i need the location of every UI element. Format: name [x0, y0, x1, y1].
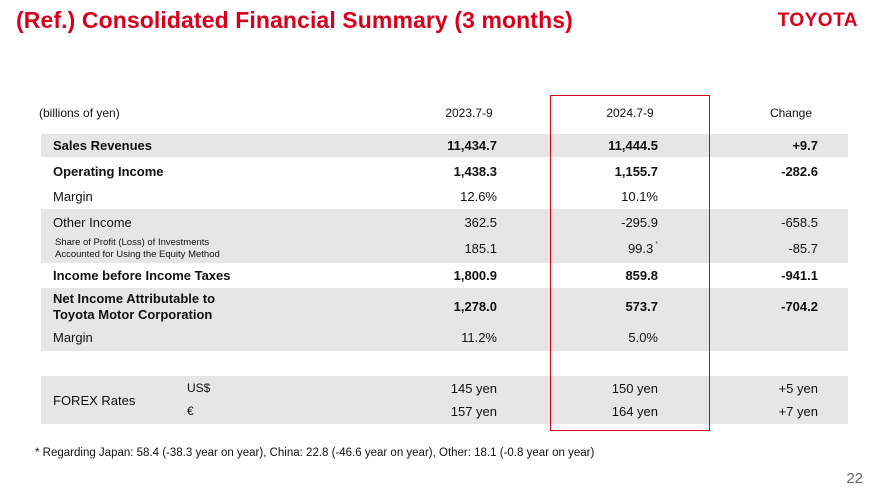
- value-prev: 11,434.7: [447, 138, 497, 153]
- table-row: Margin 12.6% 10.1%: [41, 183, 848, 208]
- unit-label: (billions of yen): [39, 106, 120, 120]
- forex-block: FOREX Rates US$ 145 yen 150 yen +5 yen €…: [41, 376, 848, 424]
- value-curr: 99.3: [627, 241, 654, 256]
- value-change: -941.1: [781, 268, 818, 283]
- footnote-marker: *: [655, 241, 658, 248]
- currency-usd: US$: [187, 381, 211, 395]
- value-curr: 150 yen: [611, 381, 658, 396]
- table-row: Margin 11.2% 5.0%: [41, 325, 848, 351]
- toyota-logo: TOYOTA: [777, 10, 858, 31]
- footnote: * Regarding Japan: 58.4 (-38.3 year on y…: [35, 447, 595, 459]
- value-change: +5 yen: [778, 381, 818, 396]
- value-prev: 1,800.9: [453, 268, 497, 283]
- row-label-line1: Net Income Attributable to: [53, 291, 216, 306]
- value-curr: 859.8: [625, 268, 658, 283]
- value-curr-with-note: 99.3 *: [589, 241, 658, 256]
- value-prev: 185.1: [464, 241, 497, 256]
- row-label: Income before Income Taxes: [53, 268, 231, 283]
- table-row: Other Income 362.5 -295.9 -658.5 Share o…: [41, 209, 848, 263]
- value-curr: 164 yen: [611, 404, 658, 419]
- page-title: (Ref.) Consolidated Financial Summary (3…: [16, 7, 573, 33]
- value-change: -282.6: [781, 164, 818, 179]
- value-change: +9.7: [792, 138, 818, 153]
- column-header-curr: 2024.7-9: [606, 106, 654, 120]
- column-header-prev: 2023.7-9: [445, 106, 493, 120]
- table-row: Income before Income Taxes 1,800.9 859.8…: [41, 263, 848, 287]
- value-curr: 10.1%: [621, 189, 658, 204]
- forex-label: FOREX Rates: [53, 393, 136, 408]
- value-change: -658.5: [781, 215, 818, 230]
- row-label: Margin: [53, 330, 93, 345]
- value-prev: 12.6%: [460, 189, 497, 204]
- value-change: -704.2: [781, 299, 818, 314]
- row-label-sub: Share of Profit (Loss) of Investments Ac…: [55, 237, 220, 261]
- value-change: +7 yen: [778, 404, 818, 419]
- value-curr: 5.0%: [628, 330, 658, 345]
- value-prev: 1,438.3: [453, 164, 497, 179]
- row-label-line1: Share of Profit (Loss) of Investments: [55, 237, 210, 248]
- row-label: Operating Income: [53, 164, 164, 179]
- highlight-box: [550, 95, 710, 431]
- table-row: Net Income Attributable to Toyota Motor …: [41, 288, 848, 325]
- value-curr: 573.7: [625, 299, 658, 314]
- value-curr: -295.9: [621, 215, 658, 230]
- row-label: Margin: [53, 189, 93, 204]
- table-row: Sales Revenues 11,434.7 11,444.5 +9.7: [41, 134, 848, 157]
- value-prev: 145 yen: [450, 381, 497, 396]
- value-curr: 11,444.5: [608, 138, 658, 153]
- value-curr: 1,155.7: [614, 164, 658, 179]
- currency-eur: €: [187, 404, 194, 418]
- value-prev: 11.2%: [461, 330, 497, 345]
- page-number: 22: [846, 470, 863, 487]
- row-label: Sales Revenues: [53, 138, 153, 153]
- table-row: Operating Income 1,438.3 1,155.7 -282.6: [41, 158, 848, 183]
- value-prev: 1,278.0: [453, 299, 497, 314]
- row-label: Net Income Attributable to Toyota Motor …: [53, 291, 215, 323]
- row-label-line2: Accounted for Using the Equity Method: [55, 249, 220, 260]
- row-label-line2: Toyota Motor Corporation: [53, 307, 213, 322]
- row-label: Other Income: [53, 215, 132, 230]
- value-change: -85.7: [788, 241, 818, 256]
- value-prev: 157 yen: [450, 404, 497, 419]
- column-header-change: Change: [769, 106, 813, 120]
- value-prev: 362.5: [464, 215, 497, 230]
